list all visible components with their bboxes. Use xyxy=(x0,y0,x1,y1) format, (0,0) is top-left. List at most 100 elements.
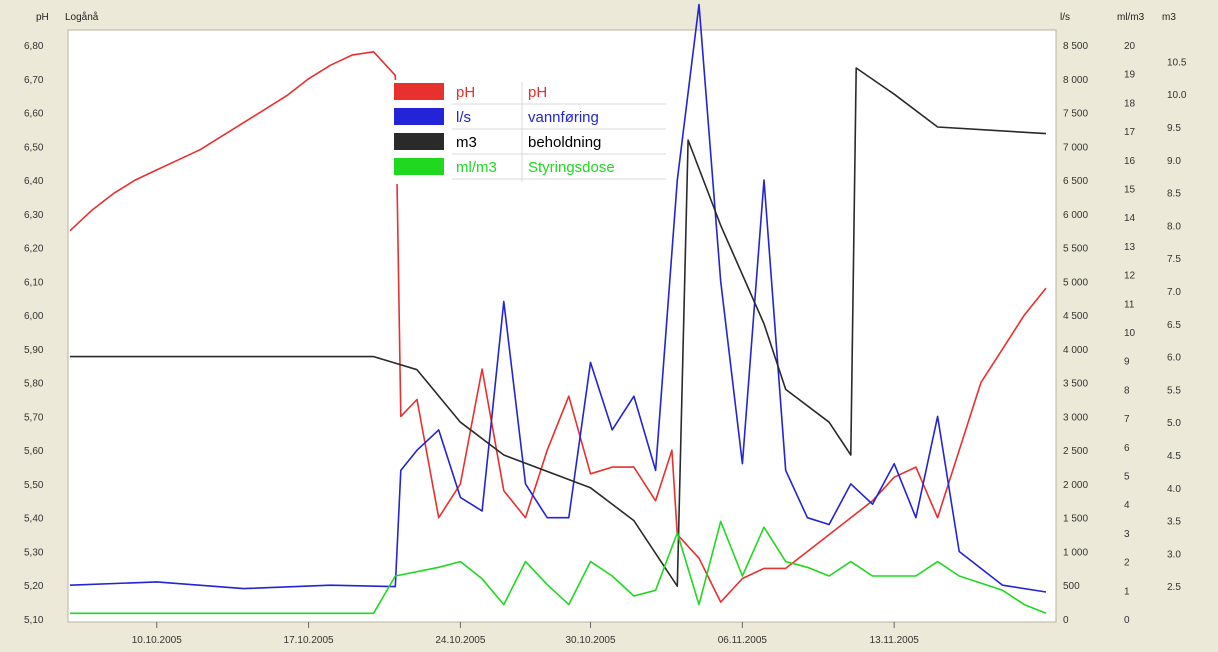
series-line-stock xyxy=(70,67,1047,587)
header-left-1: Logånå xyxy=(65,11,99,23)
stock-tick-label: 4.5 xyxy=(1167,451,1181,462)
ph-tick-label: 6,70 xyxy=(24,75,44,86)
dose-tick-label: 1 xyxy=(1124,586,1130,597)
flow-tick-label: 2 000 xyxy=(1063,480,1088,491)
legend-swatch-stock xyxy=(394,133,444,150)
legend-unit-ph: pH xyxy=(456,84,475,101)
flow-tick-label: 2 500 xyxy=(1063,446,1088,457)
legend-swatch-flow xyxy=(394,108,444,125)
stock-tick-label: 3.0 xyxy=(1167,549,1181,560)
series-line-flow xyxy=(69,3,1047,593)
dose-tick-label: 11 xyxy=(1124,299,1135,310)
dose-tick-label: 0 xyxy=(1124,615,1130,626)
dose-tick-label: 6 xyxy=(1124,443,1130,454)
stock-tick-label: 7.0 xyxy=(1167,287,1181,298)
ph-tick-label: 6,60 xyxy=(24,109,44,120)
ph-tick-label: 5,80 xyxy=(24,379,44,390)
dose-tick-label: 13 xyxy=(1124,242,1136,253)
stock-tick-label: 8.0 xyxy=(1167,221,1181,232)
x-tick-label: 30.10.2005 xyxy=(566,635,616,646)
legend-label-stock: beholdning xyxy=(528,134,601,151)
flow-tick-label: 1 500 xyxy=(1063,514,1088,525)
stock-tick-label: 6.0 xyxy=(1167,353,1181,364)
ph-tick-label: 6,80 xyxy=(24,41,44,52)
legend-unit-stock: m3 xyxy=(456,134,477,151)
dose-tick-label: 3 xyxy=(1124,529,1130,540)
dose-tick-label: 17 xyxy=(1124,127,1136,138)
legend-swatch-ph xyxy=(394,83,444,100)
flow-tick-label: 8 000 xyxy=(1063,75,1088,86)
stock-tick-label: 7.5 xyxy=(1167,254,1181,265)
ph-tick-label: 5,70 xyxy=(24,412,44,423)
stock-tick-label: 5.5 xyxy=(1167,385,1181,396)
ph-tick-label: 6,20 xyxy=(24,244,44,255)
flow-tick-label: 5 000 xyxy=(1063,277,1088,288)
header-left-0: pH xyxy=(36,12,49,23)
stock-tick-label: 10.5 xyxy=(1167,57,1187,68)
axes: 6,80 6,70 6,60 6,50 6,40 6,30 6,20 6,10 6,00 5,90… xyxy=(24,41,1187,646)
dose-tick-label: 8 xyxy=(1124,385,1130,396)
flow-tick-label: 500 xyxy=(1063,581,1080,592)
dose-tick-label: 20 xyxy=(1124,41,1136,52)
dose-tick-label: 14 xyxy=(1124,213,1136,224)
ph-tick-label: 5,40 xyxy=(24,514,44,525)
flow-tick-label: 5 500 xyxy=(1063,244,1088,255)
dose-tick-label: 7 xyxy=(1124,414,1130,425)
flow-tick-label: 8 500 xyxy=(1063,41,1088,52)
legend-label-dose: Styringsdose xyxy=(528,159,615,176)
dose-tick-label: 12 xyxy=(1124,271,1136,282)
stock-tick-label: 9.0 xyxy=(1167,156,1181,167)
dose-tick-label: 5 xyxy=(1124,472,1130,483)
flow-tick-label: 0 xyxy=(1063,615,1069,626)
stock-tick-label: 10.0 xyxy=(1167,90,1187,101)
flow-tick-label: 7 500 xyxy=(1063,109,1088,120)
stock-tick-label: 2.5 xyxy=(1167,582,1181,593)
header-right-2: m3 xyxy=(1162,12,1176,23)
flow-tick-label: 4 000 xyxy=(1063,345,1088,356)
ph-tick-label: 5,90 xyxy=(24,345,44,356)
flow-tick-label: 6 000 xyxy=(1063,210,1088,221)
legend-unit-flow: l/s xyxy=(456,109,471,126)
dose-tick-label: 15 xyxy=(1124,185,1136,196)
dose-tick-label: 18 xyxy=(1124,98,1136,109)
stock-tick-label: 6.5 xyxy=(1167,320,1181,331)
series-line-dose xyxy=(70,520,1047,615)
flow-tick-label: 3 000 xyxy=(1063,412,1088,423)
flow-tick-label: 3 500 xyxy=(1063,379,1088,390)
header-right-0: l/s xyxy=(1060,12,1070,23)
ph-tick-label: 6,50 xyxy=(24,142,44,153)
legend-label-ph: pH xyxy=(528,84,547,101)
legend: pH pH l/s vannføring m3 beholdning ml/m3 Styrin… xyxy=(390,80,666,184)
ph-tick-label: 6,40 xyxy=(24,176,44,187)
dose-tick-label: 10 xyxy=(1124,328,1136,339)
flow-tick-label: 1 000 xyxy=(1063,547,1088,558)
ph-tick-label: 5,10 xyxy=(24,615,44,626)
legend-unit-dose: ml/m3 xyxy=(456,159,497,176)
dose-tick-label: 16 xyxy=(1124,156,1136,167)
x-tick-label: 10.10.2005 xyxy=(132,635,182,646)
stock-tick-label: 9.5 xyxy=(1167,123,1181,134)
flow-tick-label: 7 000 xyxy=(1063,142,1088,153)
dose-tick-label: 2 xyxy=(1124,558,1130,569)
ph-tick-label: 5,60 xyxy=(24,446,44,457)
dose-tick-label: 9 xyxy=(1124,357,1130,368)
stock-tick-label: 8.5 xyxy=(1167,189,1181,200)
legend-label-flow: vannføring xyxy=(528,109,599,126)
dose-tick-label: 4 xyxy=(1124,500,1130,511)
stock-tick-label: 4.0 xyxy=(1167,484,1181,495)
series-lines xyxy=(69,3,1047,615)
legend-swatch-dose xyxy=(394,158,444,175)
x-tick-label: 24.10.2005 xyxy=(435,635,485,646)
ph-tick-label: 6,30 xyxy=(24,210,44,221)
stock-tick-label: 5.0 xyxy=(1167,418,1181,429)
flow-tick-label: 4 500 xyxy=(1063,311,1088,322)
x-tick-label: 13.11.2005 xyxy=(870,635,920,646)
ph-tick-label: 6,00 xyxy=(24,311,44,322)
header-right-1: ml/m3 xyxy=(1117,12,1145,23)
ph-tick-label: 5,30 xyxy=(24,547,44,558)
x-tick-label: 17.10.2005 xyxy=(284,635,334,646)
x-tick-label: 06.11.2005 xyxy=(718,635,768,646)
ph-tick-label: 5,20 xyxy=(24,581,44,592)
ph-tick-label: 6,10 xyxy=(24,277,44,288)
